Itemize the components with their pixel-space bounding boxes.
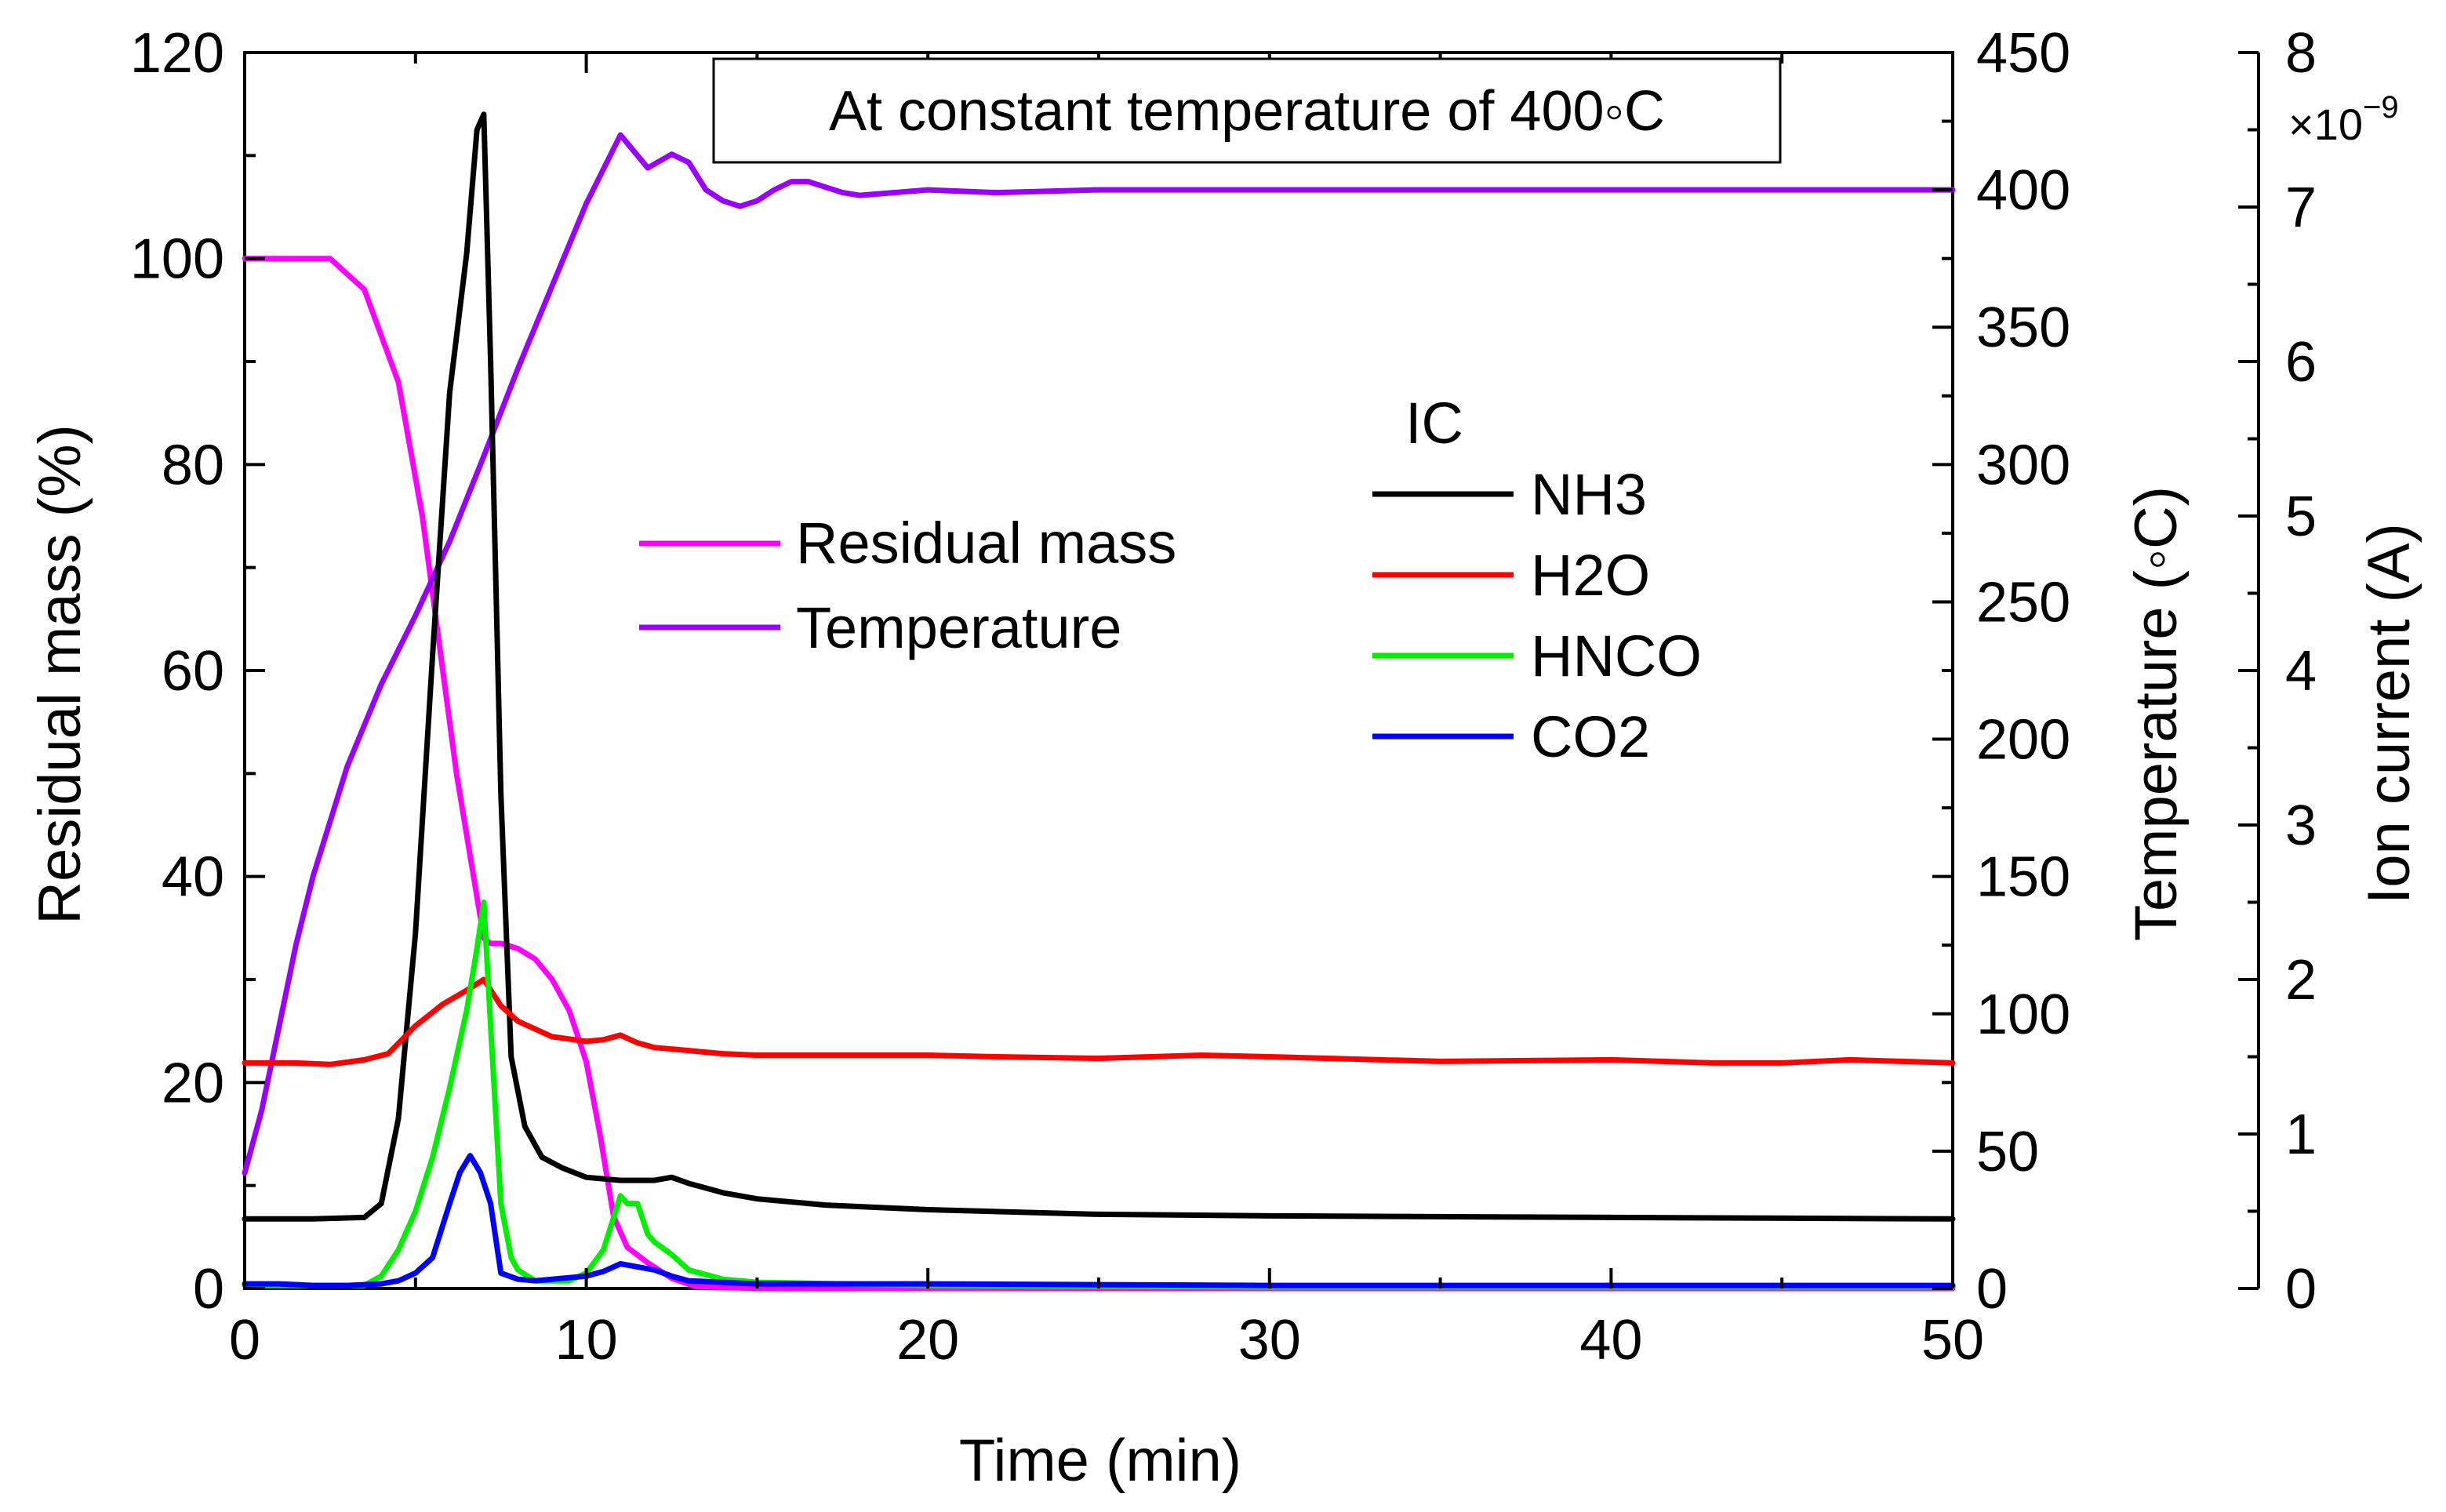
legend-label-hnco: HNCO <box>1531 623 1702 689</box>
series-line-hnco <box>242 900 1956 1290</box>
left-tick-label-100: 100 <box>130 228 224 291</box>
x-tick-label-20: 20 <box>896 1309 959 1372</box>
x-tick-label-0: 0 <box>229 1309 260 1372</box>
series-line-nh3 <box>242 111 1956 1222</box>
plot-frame <box>243 51 2260 1290</box>
temperature-axis-title: Temperature (◦C) <box>2123 486 2190 941</box>
temp-tick-label-100: 100 <box>1976 983 2070 1046</box>
temp-tick-label-250: 250 <box>1976 571 2070 634</box>
annotation-text: At constant temperature of 400◦C <box>829 80 1665 143</box>
left-tick-label-60: 60 <box>162 640 224 703</box>
x-tick-label-30: 30 <box>1238 1309 1301 1372</box>
series-line-h2o <box>242 976 1956 1067</box>
x-tick-label-50: 50 <box>1921 1309 1984 1372</box>
annotation-box: At constant temperature of 400◦C <box>712 57 1782 164</box>
ion-tick-label-6: 6 <box>2285 331 2317 394</box>
series-line-temperature <box>242 132 1956 1176</box>
ion-tick-label-7: 7 <box>2285 176 2317 239</box>
ion-tick-label-3: 3 <box>2285 794 2317 857</box>
temp-tick-label-0: 0 <box>1976 1258 2008 1321</box>
temp-tick-label-200: 200 <box>1976 709 2070 772</box>
data-series-group <box>242 111 1956 1292</box>
legend-ic: IC NH3 H2O HNCO CO2 <box>1372 391 1702 769</box>
legend-title-ic: IC <box>1405 391 1463 456</box>
legend-label-nh3: NH3 <box>1531 462 1647 527</box>
temp-tick-label-300: 300 <box>1976 434 2070 496</box>
left-tick-label-80: 80 <box>162 434 224 496</box>
left-tick-label-120: 120 <box>130 22 224 85</box>
temp-tick-label-450: 450 <box>1976 22 2070 85</box>
ion-tick-label-2: 2 <box>2285 949 2317 1012</box>
legend-left: Residual mass Temperature <box>639 511 1176 660</box>
legend-label-temperature: Temperature <box>796 595 1121 660</box>
temp-tick-label-400: 400 <box>1976 159 2070 222</box>
x-tick-label-40: 40 <box>1579 1309 1642 1372</box>
ion-tick-label-8: 8 <box>2285 22 2317 85</box>
ion-current-axis-title: Ion current (A) <box>2356 523 2422 904</box>
ion-tick-label-5: 5 <box>2285 485 2317 548</box>
ion-current-multiplier: ×10−9 <box>2288 90 2399 149</box>
temp-tick-label-350: 350 <box>1976 296 2070 359</box>
ion-tick-label-1: 1 <box>2285 1103 2317 1166</box>
temp-tick-label-150: 150 <box>1976 846 2070 909</box>
legend-label-h2o: H2O <box>1531 543 1650 608</box>
x-tick-label-10: 10 <box>555 1309 618 1372</box>
x-axis-title: Time (min) <box>959 1427 1241 1494</box>
series-line-co2 <box>242 1153 1956 1288</box>
legend-label-co2: CO2 <box>1531 704 1650 769</box>
ion-tick-label-0: 0 <box>2285 1258 2317 1321</box>
left-tick-label-40: 40 <box>162 846 224 909</box>
series-line-residual-mass <box>242 256 1956 1292</box>
ion-tick-label-4: 4 <box>2285 640 2317 703</box>
temp-tick-label-50: 50 <box>1976 1121 2039 1183</box>
left-tick-label-0: 0 <box>193 1258 224 1321</box>
left-tick-label-20: 20 <box>162 1052 224 1114</box>
legend-label-residual-mass: Residual mass <box>796 511 1176 576</box>
left-axis-title: Residual mass (%) <box>27 424 93 925</box>
axes-group: 0 10 20 30 40 5002040608010012005010015020025… <box>130 22 2317 1372</box>
